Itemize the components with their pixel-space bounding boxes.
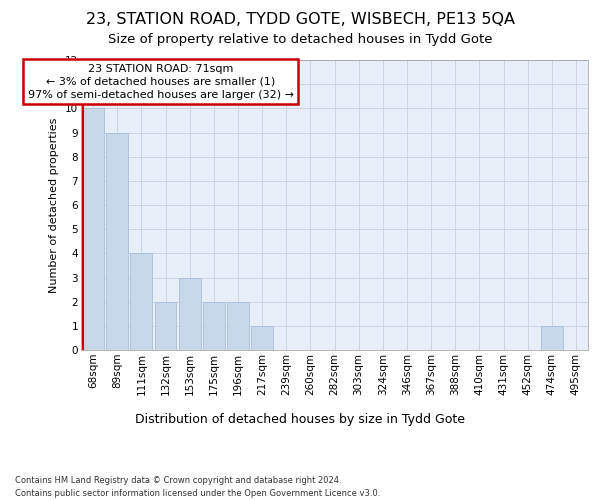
Text: Size of property relative to detached houses in Tydd Gote: Size of property relative to detached ho…	[108, 32, 492, 46]
Text: 23 STATION ROAD: 71sqm
← 3% of detached houses are smaller (1)
97% of semi-detac: 23 STATION ROAD: 71sqm ← 3% of detached …	[28, 64, 293, 100]
Text: Distribution of detached houses by size in Tydd Gote: Distribution of detached houses by size …	[135, 412, 465, 426]
Text: Contains HM Land Registry data © Crown copyright and database right 2024.
Contai: Contains HM Land Registry data © Crown c…	[15, 476, 380, 498]
Text: 23, STATION ROAD, TYDD GOTE, WISBECH, PE13 5QA: 23, STATION ROAD, TYDD GOTE, WISBECH, PE…	[86, 12, 515, 28]
Bar	[251, 326, 273, 350]
Y-axis label: Number of detached properties: Number of detached properties	[49, 118, 59, 292]
Bar	[106, 132, 128, 350]
Bar	[130, 254, 152, 350]
Bar	[155, 302, 176, 350]
Bar	[227, 302, 249, 350]
Bar	[82, 108, 104, 350]
Bar	[203, 302, 224, 350]
Bar	[179, 278, 200, 350]
Bar	[541, 326, 563, 350]
